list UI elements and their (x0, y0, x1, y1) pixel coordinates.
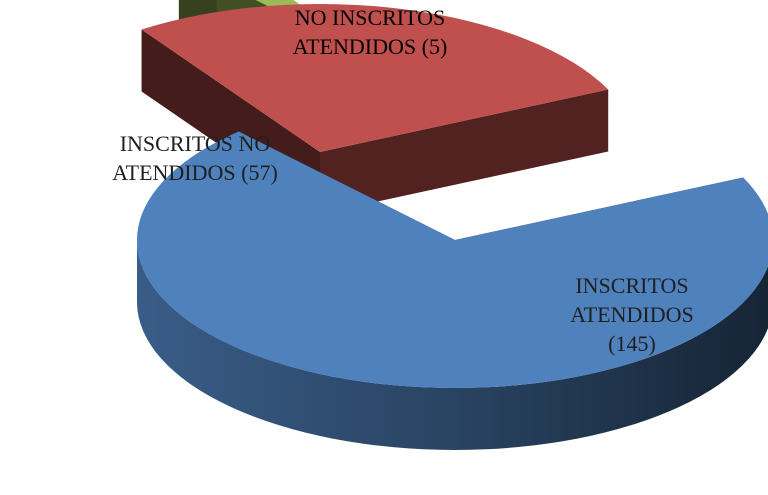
slice-outer-wall (137, 240, 768, 450)
slice-label-line: ATENDIDOS (57) (112, 160, 278, 185)
slice-label-line: (145) (608, 331, 656, 356)
slice-label-line: ATENDIDOS (570, 302, 693, 327)
slice-label-line: INSCRITOS (575, 273, 688, 298)
slice-label-line: INSCRITOS NO (120, 131, 271, 156)
slice-label-no-inscritos-atendidos: NO INSCRITOS ATENDIDOS (5) (293, 5, 448, 59)
slice-cut-face (320, 89, 609, 214)
slice-label-inscritos-atendidos: INSCRITOS ATENDIDOS (145) (570, 273, 693, 356)
slice-label-inscritos-no-atendidos: INSCRITOS NO ATENDIDOS (57) (112, 131, 278, 185)
slice-labels: NO INSCRITOS ATENDIDOS (5) INSCRITOS NO ATE… (112, 5, 694, 356)
slice-label-line: ATENDIDOS (5) (293, 34, 448, 59)
slice-top-inscritos-no-atendidos (141, 3, 609, 152)
slice-top-inscritos-atendidos (137, 131, 768, 388)
pie-top-faces (137, 0, 768, 388)
slice-label-line: NO INSCRITOS (295, 5, 446, 30)
